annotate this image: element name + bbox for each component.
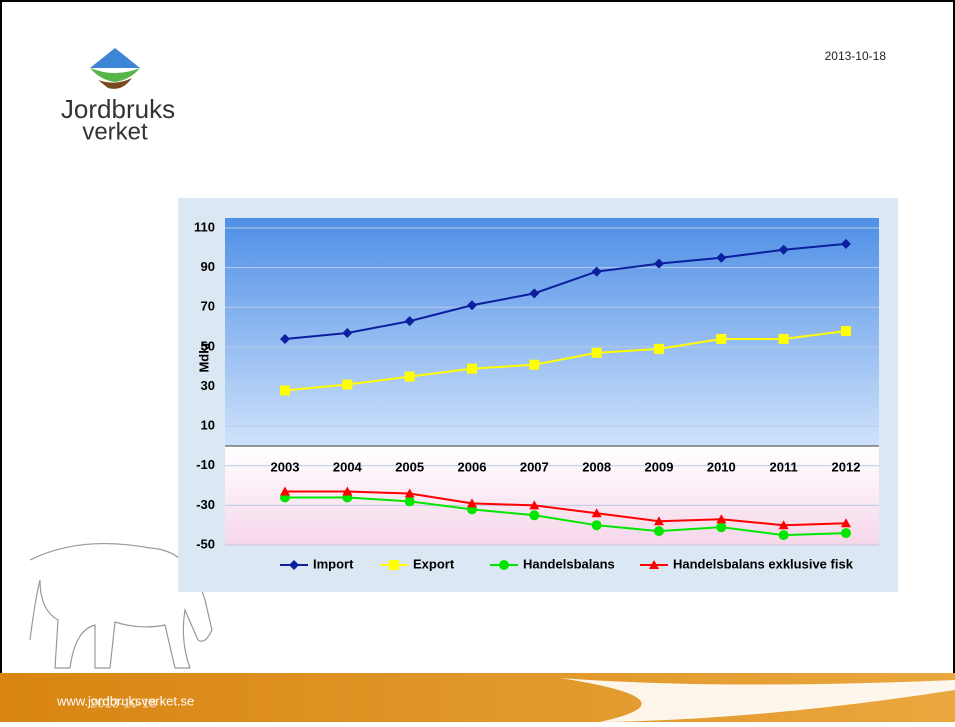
data-point <box>529 510 539 520</box>
legend-label: Handelsbalans exklusive fisk <box>673 556 854 571</box>
data-point <box>405 496 415 506</box>
data-point <box>779 530 789 540</box>
data-point <box>779 334 789 344</box>
x-tick-label: 2009 <box>645 459 674 474</box>
legend-marker <box>389 560 399 570</box>
data-point <box>467 364 477 374</box>
footer-date: 2013-10-18 <box>90 695 157 710</box>
y-tick-label: -30 <box>196 497 215 512</box>
plot-area-positive <box>225 218 879 446</box>
data-point <box>280 385 290 395</box>
x-tick-label: 2011 <box>770 459 798 474</box>
legend-label: Import <box>313 556 354 571</box>
data-point <box>529 360 539 370</box>
logo: Jordbruks verket <box>61 48 175 145</box>
data-point <box>841 528 851 538</box>
x-tick-label: 2004 <box>333 459 363 474</box>
logo-text: verket <box>82 118 148 145</box>
data-point <box>342 380 352 390</box>
data-point <box>592 520 602 530</box>
legend-label: Handelsbalans <box>523 556 615 571</box>
legend-label: Export <box>413 556 455 571</box>
data-point <box>716 334 726 344</box>
x-tick-label: 2006 <box>458 459 487 474</box>
x-tick-label: 2012 <box>832 459 861 474</box>
legend-marker <box>499 560 509 570</box>
data-point <box>405 372 415 382</box>
y-tick-label: 110 <box>194 219 215 234</box>
y-tick-label: 10 <box>201 418 215 433</box>
x-tick-label: 2008 <box>582 459 611 474</box>
x-tick-label: 2005 <box>395 459 424 474</box>
y-tick-label: 70 <box>201 299 215 314</box>
y-tick-label: -50 <box>196 536 215 551</box>
data-point <box>716 522 726 532</box>
x-tick-label: 2010 <box>707 459 736 474</box>
date: 2013-10-18 <box>825 49 887 63</box>
x-tick-label: 2003 <box>271 459 300 474</box>
y-tick-label: -10 <box>196 457 215 472</box>
y-tick-label: 30 <box>201 378 215 393</box>
data-point <box>592 348 602 358</box>
data-point <box>654 344 664 354</box>
slide: Jordbruks verket 2013-10-18 Mdkr -50-30-… <box>0 0 955 722</box>
x-tick-label: 2007 <box>520 459 549 474</box>
y-tick-label: 50 <box>201 338 215 353</box>
y-tick-label: 90 <box>201 259 215 274</box>
data-point <box>841 326 851 336</box>
data-point <box>654 526 664 536</box>
